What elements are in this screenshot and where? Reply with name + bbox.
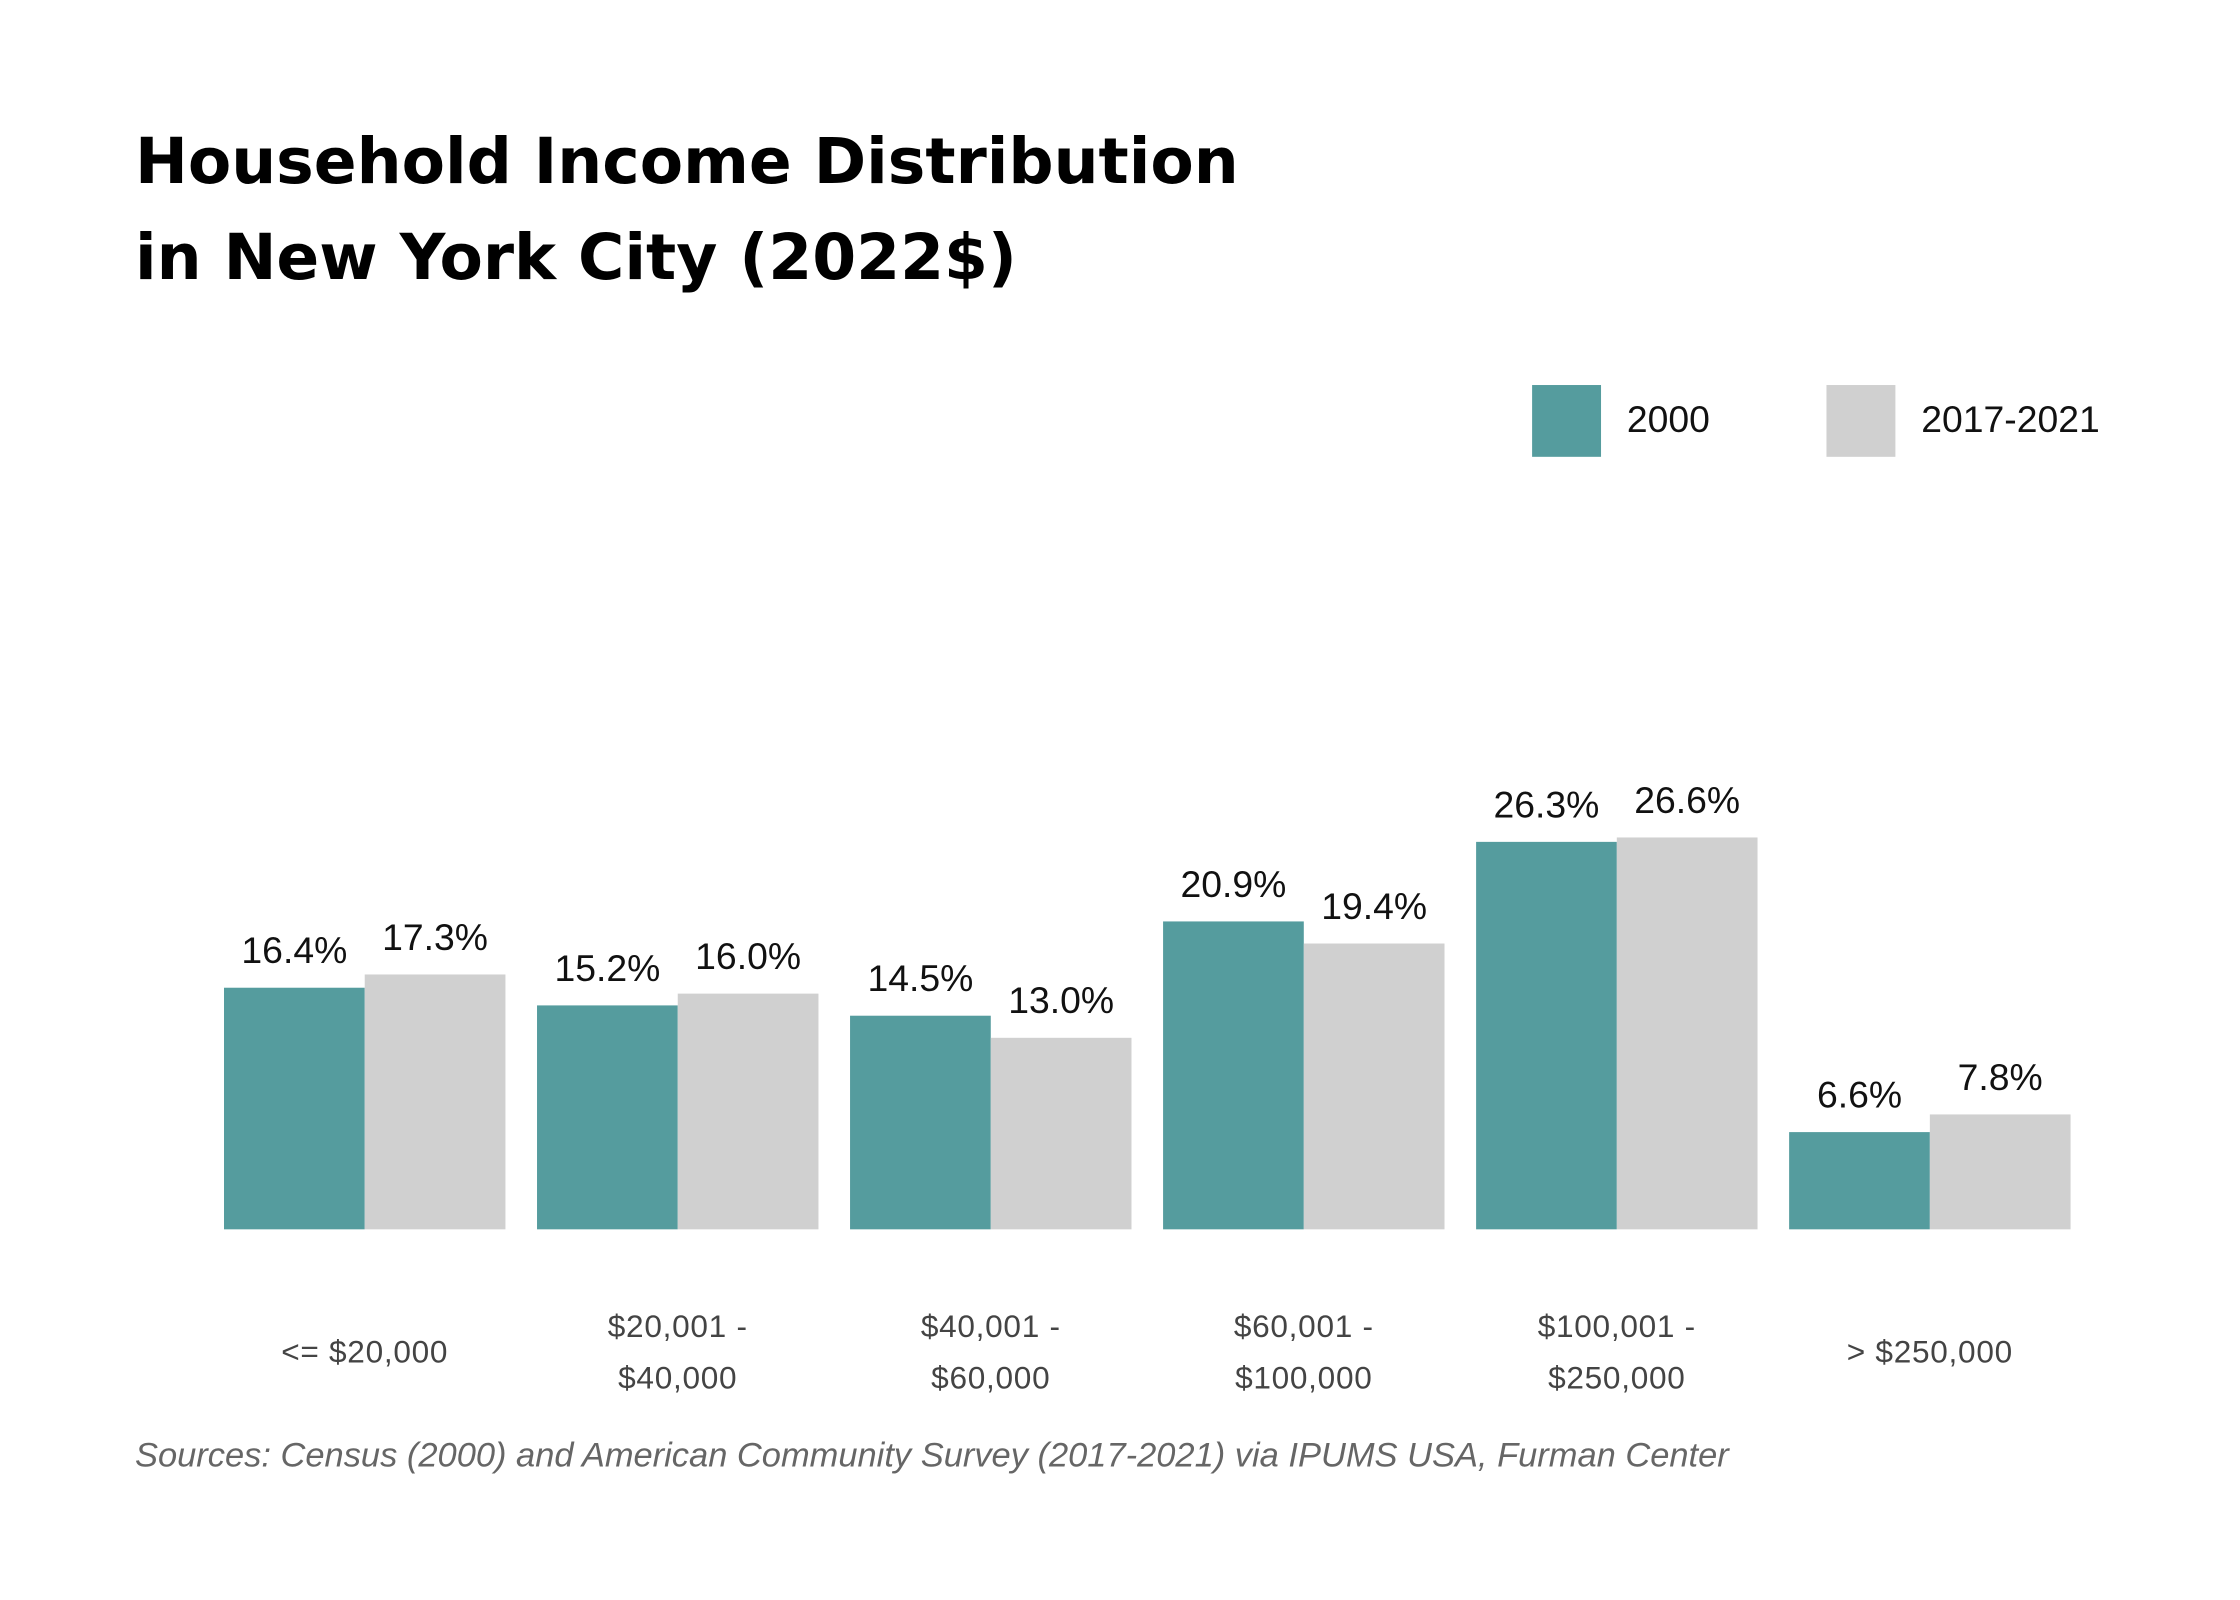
bar bbox=[1163, 921, 1304, 1230]
x-tick-label: $40,001 - bbox=[921, 1308, 1061, 1344]
x-tick-label: $60,000 bbox=[931, 1359, 1050, 1395]
bar bbox=[1789, 1132, 1930, 1230]
bar bbox=[990, 1037, 1132, 1230]
chart-title: in New York City (2022$) bbox=[135, 220, 1017, 294]
value-label: 7.8% bbox=[1958, 1056, 2043, 1098]
bar bbox=[364, 974, 506, 1230]
legend-swatch bbox=[1532, 385, 1602, 457]
value-label: 26.3% bbox=[1494, 783, 1600, 825]
x-tick-label: $100,001 - bbox=[1538, 1308, 1696, 1344]
x-tick-label: > $250,000 bbox=[1847, 1334, 2013, 1370]
source-note: Sources: Census (2000) and American Comm… bbox=[135, 1437, 1730, 1475]
bar bbox=[1929, 1114, 2071, 1230]
bar bbox=[1476, 841, 1617, 1230]
value-label: 20.9% bbox=[1181, 863, 1287, 905]
x-tick-label: $100,000 bbox=[1235, 1359, 1372, 1395]
bar bbox=[850, 1015, 991, 1230]
legend-label: 2000 bbox=[1627, 398, 1710, 440]
x-tick-label: $40,000 bbox=[618, 1359, 737, 1395]
bar bbox=[224, 987, 365, 1230]
value-label: 15.2% bbox=[554, 947, 660, 989]
bar bbox=[1303, 943, 1445, 1230]
chart-title: Household Income Distribution bbox=[135, 124, 1239, 198]
x-tick-label: $20,001 - bbox=[608, 1308, 748, 1344]
value-label: 16.4% bbox=[241, 929, 347, 971]
legend-swatch bbox=[1826, 385, 1896, 457]
value-label: 13.0% bbox=[1008, 979, 1114, 1021]
x-tick-label: <= $20,000 bbox=[281, 1334, 448, 1370]
bar bbox=[1616, 837, 1758, 1230]
value-label: 19.4% bbox=[1321, 885, 1427, 927]
bar bbox=[537, 1005, 678, 1230]
legend-label: 2017-2021 bbox=[1921, 398, 2100, 440]
bar bbox=[677, 993, 819, 1230]
value-label: 6.6% bbox=[1817, 1073, 1902, 1115]
value-label: 14.5% bbox=[867, 957, 973, 999]
value-label: 26.6% bbox=[1634, 779, 1740, 821]
value-label: 17.3% bbox=[382, 916, 488, 958]
x-tick-label: $250,000 bbox=[1548, 1359, 1685, 1395]
value-label: 16.0% bbox=[695, 935, 801, 977]
x-tick-label: $60,001 - bbox=[1234, 1308, 1374, 1344]
